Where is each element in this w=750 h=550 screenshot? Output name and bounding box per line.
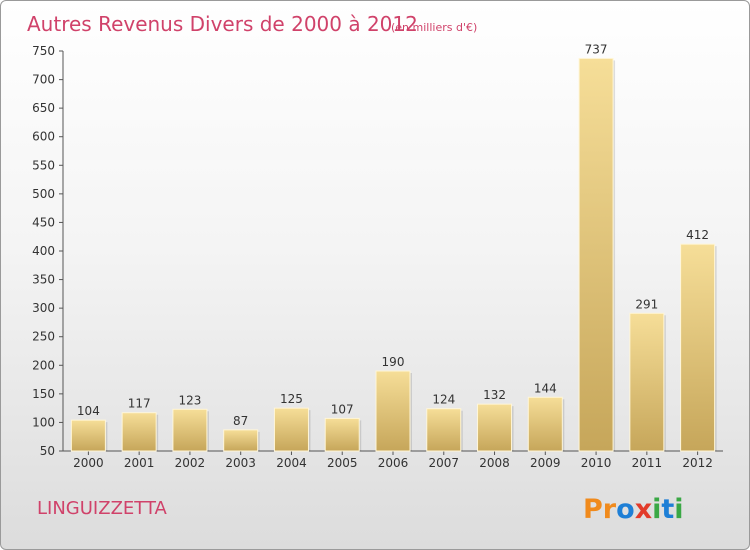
y-tick-label: 350 [32, 273, 55, 287]
x-tick-label: 2010 [581, 456, 612, 470]
bar-2012 [680, 243, 716, 452]
x-tick-label: 2001 [124, 456, 155, 470]
value-label-2006: 190 [382, 355, 405, 369]
logo-letter: i [652, 494, 661, 525]
logo-letter: P [583, 494, 603, 525]
y-tick-label: 400 [32, 244, 55, 258]
value-label-2005: 107 [331, 402, 354, 416]
x-tick-label: 2011 [632, 456, 663, 470]
x-tick-label: 2004 [276, 456, 307, 470]
value-labels-group: 104 117 123 87 125 107 190 124 132 144 737 291 412 [77, 42, 709, 427]
x-tick-label: 2009 [530, 456, 561, 470]
x-tick-label: 2012 [682, 456, 713, 470]
axes: 50 100 150 200 250 300 350 400 450 500 550 600 650 70… [32, 44, 723, 470]
logo-letter: r [603, 494, 617, 525]
x-tick-label: 2008 [479, 456, 510, 470]
y-tick-label: 250 [32, 330, 55, 344]
y-tick-label: 500 [32, 187, 55, 201]
y-tick-label: 300 [32, 301, 55, 315]
chart-title: Autres Revenus Divers de 2000 à 2012 [27, 12, 418, 36]
x-tick-label: 2007 [428, 456, 459, 470]
logo-letter: o [616, 494, 635, 525]
value-label-2003: 87 [233, 414, 248, 428]
bars-group [70, 57, 717, 452]
y-tick-label: 650 [32, 101, 55, 115]
y-tick-label: 750 [32, 44, 55, 58]
value-label-2002: 123 [178, 393, 201, 407]
logo-letter: i [674, 494, 683, 525]
bar-2002 [172, 408, 208, 452]
value-label-2010: 737 [585, 42, 608, 56]
bar-2001 [121, 412, 157, 452]
value-label-2001: 117 [128, 397, 151, 411]
value-label-2012: 412 [686, 228, 709, 242]
proxiti-logo: Proxiti [583, 494, 684, 525]
value-label-2009: 144 [534, 381, 557, 395]
bar-2004 [273, 407, 309, 452]
bar-2007 [426, 408, 462, 452]
bar-2008 [477, 403, 513, 452]
value-label-2008: 132 [483, 388, 506, 402]
y-tick-label: 600 [32, 130, 55, 144]
value-label-2011: 291 [635, 297, 658, 311]
x-tick-label: 2005 [327, 456, 358, 470]
y-tick-label: 450 [32, 215, 55, 229]
x-tick-label: 2000 [73, 456, 104, 470]
bar-2003 [223, 429, 259, 452]
bar-2000 [70, 419, 106, 452]
y-tick-label: 100 [32, 415, 55, 429]
y-tick-label: 700 [32, 73, 55, 87]
value-label-2007: 124 [432, 393, 455, 407]
chart-subtitle: (en milliers d'€) [391, 21, 477, 34]
bar-2005 [324, 417, 360, 452]
x-tick-label: 2002 [175, 456, 206, 470]
bar-2011 [629, 312, 665, 452]
logo-letter: x [635, 494, 652, 525]
bar-2010 [578, 57, 614, 452]
y-tick-label: 150 [32, 387, 55, 401]
x-tick-label: 2006 [378, 456, 409, 470]
value-label-2000: 104 [77, 404, 100, 418]
y-tick-label: 550 [32, 158, 55, 172]
bar-2006 [375, 370, 411, 452]
logo-letter: t [661, 494, 674, 525]
y-tick-label: 50 [40, 444, 55, 458]
y-tick-label: 200 [32, 358, 55, 372]
x-tick-label: 2003 [225, 456, 256, 470]
commune-name: LINGUIZZETTA [37, 498, 168, 519]
value-label-2004: 125 [280, 392, 303, 406]
bar-2009 [527, 396, 563, 452]
